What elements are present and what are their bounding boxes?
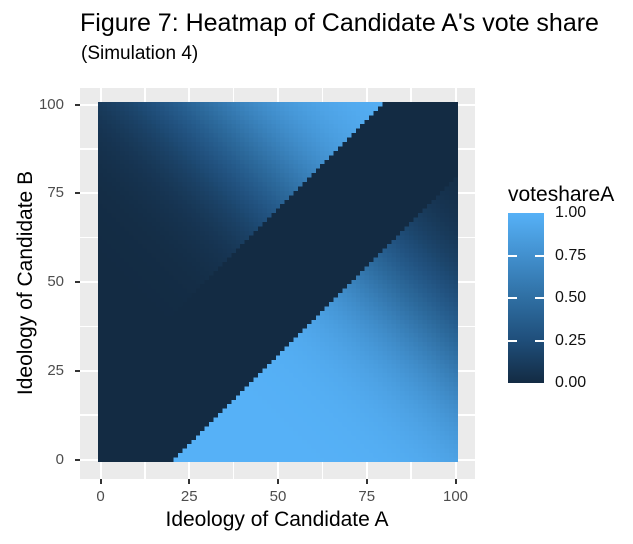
y-tick-label: 0 [55, 450, 64, 468]
y-tick-mark [75, 103, 80, 106]
colorbar-tick-mark [535, 254, 544, 257]
legend-title: voteshareA [508, 183, 615, 206]
y-tick-label: 50 [47, 273, 64, 290]
colorbar-label: 0.75 [555, 246, 587, 264]
colorbar-tick-mark [535, 339, 544, 342]
plot-panel [80, 88, 475, 479]
x-tick-label: 25 [180, 488, 198, 505]
y-tick-mark [75, 192, 80, 195]
colorbar-label: 0.00 [555, 374, 587, 391]
colorbar-label: 1.00 [555, 204, 587, 221]
x-tick-label: 50 [269, 488, 287, 505]
colorbar-label: 0.25 [555, 331, 587, 349]
figure-subtitle: (Simulation 4) [81, 43, 199, 64]
x-tick-mark [365, 479, 368, 484]
colorbar-tick-mark [535, 297, 544, 299]
x-tick-label: 100 [442, 488, 469, 505]
colorbar-label: 0.50 [555, 289, 587, 306]
y-axis-title: Ideology of Candidate B [14, 170, 37, 396]
x-tick-label: 75 [358, 488, 376, 505]
colorbar-tick-mark [508, 254, 517, 257]
heatmap-raster [98, 102, 458, 462]
x-tick-mark [99, 479, 102, 484]
y-tick-mark [75, 281, 80, 283]
x-tick-label: 0 [96, 488, 105, 505]
y-tick-label: 75 [47, 184, 64, 202]
figure-title: Figure 7: Heatmap of Candidate A's vote … [80, 9, 599, 37]
colorbar-tick-mark [508, 339, 517, 342]
y-tick-mark [75, 458, 80, 461]
x-tick-mark [277, 479, 279, 484]
y-tick-label: 25 [47, 361, 64, 379]
x-tick-mark [188, 479, 191, 484]
y-tick-mark [75, 369, 80, 372]
colorbar-tick-mark [508, 297, 517, 299]
x-tick-mark [454, 479, 457, 484]
x-axis-title: Ideology of Candidate A [165, 508, 389, 531]
y-tick-label: 100 [38, 95, 64, 113]
